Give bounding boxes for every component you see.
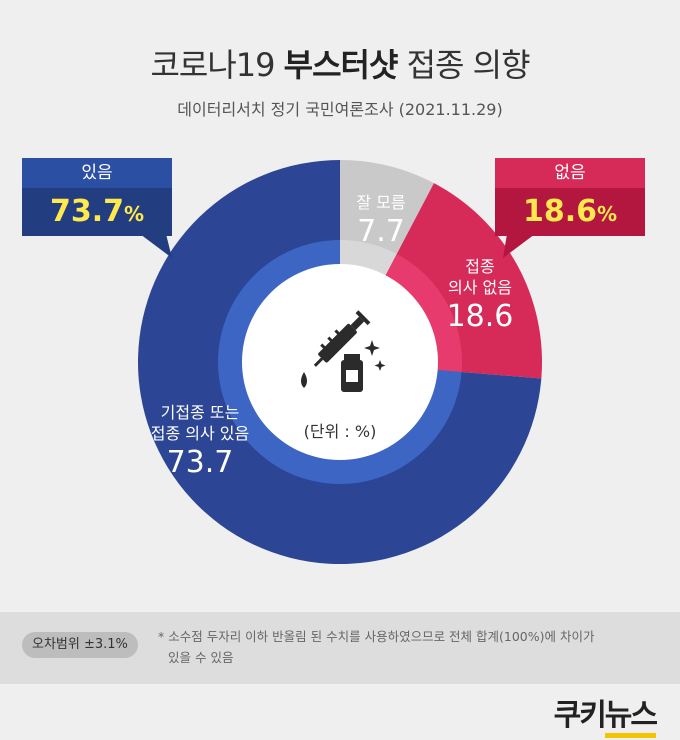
callout-no-label: 없음: [495, 158, 645, 188]
donut-chart: [138, 160, 542, 564]
footnote: * 소수점 두자리 이하 반올림 된 수치를 사용하였으므로 전체 합계(100…: [158, 626, 658, 668]
page-title: 코로나19 부스터샷 접종 의향: [0, 40, 680, 86]
slice-label-yes-num: 73.7: [166, 445, 234, 480]
slice-label-yes: 기접종 또는 접종 의사 있음 73.7: [100, 402, 300, 482]
title-pre: 코로나19: [150, 46, 275, 84]
margin-of-error-badge: 오차범위 ±3.1%: [22, 632, 138, 658]
slice-label-unknown: 잘 모름 7.7: [326, 192, 436, 251]
callout-yes-pointer: [140, 234, 172, 258]
donut-hole: [242, 264, 438, 460]
slice-label-yes-line2: 접종 의사 있음: [150, 424, 250, 443]
slice-label-no-num: 18.6: [446, 299, 514, 334]
callout-no-pointer: [503, 234, 535, 258]
slice-label-yes-line1: 기접종 또는: [160, 403, 240, 422]
slice-label-no-line1: 접종: [465, 257, 495, 276]
footnote-line1: * 소수점 두자리 이하 반올림 된 수치를 사용하였으므로 전체 합계(100…: [158, 629, 595, 644]
logo-part2: 뉴스: [604, 698, 658, 738]
callout-yes-number: 73.7: [49, 194, 124, 229]
callout-yes-label: 있음: [22, 158, 172, 188]
kuki-news-logo: 쿠키뉴스: [553, 690, 658, 738]
footnote-line2: 있을 수 있음: [168, 650, 234, 665]
slice-label-unknown-num: 7.7: [357, 214, 405, 249]
callout-no-value: 18.6%: [495, 188, 645, 236]
logo-part1: 쿠키: [553, 698, 607, 733]
callout-yes-value: 73.7%: [22, 188, 172, 236]
callout-yes-pct: %: [123, 202, 145, 226]
title-post: 접종 의향: [406, 46, 531, 84]
callout-no: 없음 18.6%: [495, 158, 645, 258]
page-subtitle: 데이터리서치 정기 국민여론조사 (2021.11.29): [177, 100, 503, 119]
slice-label-unknown-line1: 잘 모름: [356, 193, 406, 212]
callout-yes: 있음 73.7%: [22, 158, 172, 258]
unit-label: (단위 : %): [303, 422, 377, 441]
syringe-vial-icon: [301, 310, 386, 392]
callout-no-number: 18.6: [522, 194, 597, 229]
title-bold: 부스터샷: [283, 46, 399, 84]
footer: 오차범위 ±3.1% * 소수점 두자리 이하 반올림 된 수치를 사용하였으므…: [0, 612, 680, 684]
callout-no-pct: %: [596, 202, 618, 226]
slice-label-no-line2: 의사 없음: [448, 278, 512, 297]
slice-label-no: 접종 의사 없음 18.6: [420, 256, 540, 336]
